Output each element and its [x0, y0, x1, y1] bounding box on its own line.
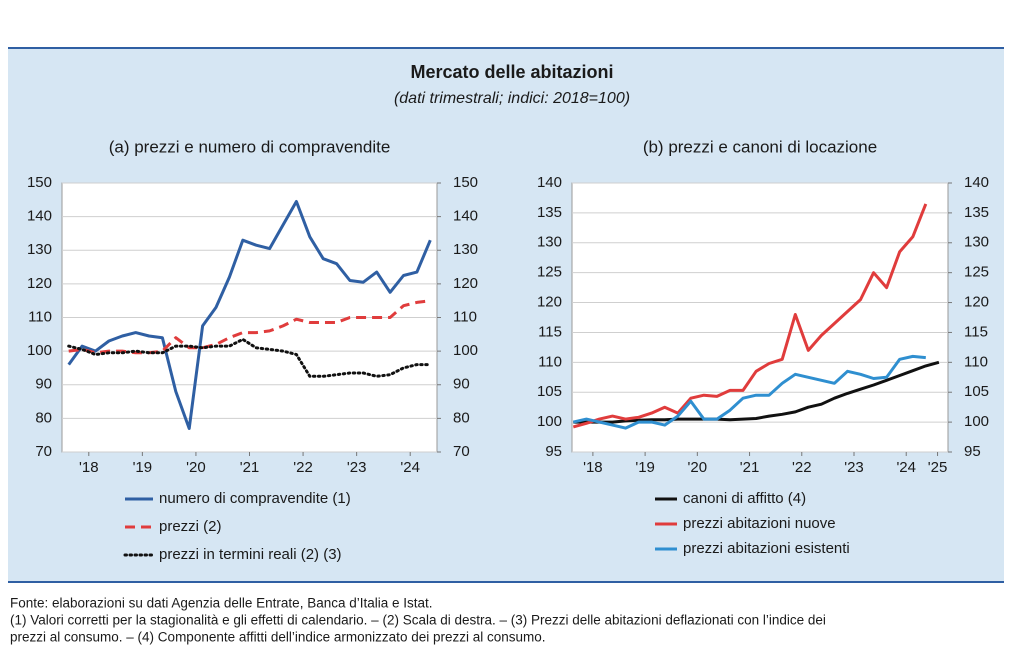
y2-tick-label: 80 [453, 409, 470, 426]
note: prezzi al consumo. – (4) Componente affi… [10, 630, 546, 645]
legend-label: prezzi in termini reali (2) (3) [159, 546, 342, 563]
series-line [67, 200, 432, 430]
y-tick-label: 120 [27, 275, 52, 292]
y-tick-label: 150 [27, 174, 52, 191]
y2-tick-label: 125 [964, 264, 989, 281]
y2-tick-label: 70 [453, 443, 470, 460]
plot-area [571, 182, 949, 453]
source: Fonte: elaborazioni su dati Agenzia dell… [10, 596, 433, 611]
series-line [573, 360, 940, 424]
x-tick-label: '24 [400, 459, 420, 476]
y-tick-label: 100 [27, 342, 52, 359]
legend-label: prezzi abitazioni nuove [683, 515, 836, 532]
legend-label: prezzi (2) [159, 518, 222, 535]
legend-label: prezzi abitazioni esistenti [683, 540, 850, 557]
x-tick-label: '21 [240, 459, 260, 476]
y-tick-label: 125 [537, 264, 562, 281]
y2-tick-label: 135 [964, 204, 989, 221]
y2-tick-label: 100 [453, 342, 478, 359]
x-tick-label: '24 [896, 459, 916, 476]
y2-tick-label: 100 [964, 413, 989, 430]
y-tick-label: 140 [27, 208, 52, 225]
y-tick-label: 120 [537, 294, 562, 311]
chart-title: (a) prezzi e numero di compravendite [109, 137, 391, 156]
y2-tick-label: 105 [964, 383, 989, 400]
legend-label: canoni di affitto (4) [683, 490, 806, 507]
y2-tick-label: 130 [964, 234, 989, 251]
y-tick-label: 100 [537, 413, 562, 430]
y-tick-label: 95 [545, 443, 562, 460]
x-tick-label: '23 [347, 459, 367, 476]
x-tick-label: '22 [792, 459, 812, 476]
figure-title: Mercato delle abitazioni [410, 62, 613, 82]
y2-tick-label: 150 [453, 174, 478, 191]
y-tick-label: 140 [537, 174, 562, 191]
x-tick-label: '18 [583, 459, 603, 476]
figure-subtitle: (dati trimestrali; indici: 2018=100) [394, 90, 630, 107]
x-tick-label: '21 [740, 459, 760, 476]
y-tick-label: 135 [537, 204, 562, 221]
y2-tick-label: 110 [453, 308, 477, 325]
series-line [68, 299, 431, 355]
x-tick-label: '23 [844, 459, 864, 476]
y-tick-label: 110 [28, 308, 52, 325]
y-tick-label: 90 [35, 376, 52, 393]
x-tick-label: '25 [928, 459, 948, 476]
y-tick-label: 70 [35, 443, 52, 460]
y2-tick-label: 140 [453, 208, 478, 225]
y2-tick-label: 120 [453, 275, 478, 292]
y2-tick-label: 115 [964, 323, 988, 340]
y2-tick-label: 90 [453, 376, 470, 393]
y-tick-label: 130 [27, 241, 52, 258]
note: (1) Valori corretti per la stagionalità … [10, 613, 826, 628]
x-tick-label: '20 [186, 459, 206, 476]
x-tick-label: '19 [635, 459, 655, 476]
y2-tick-label: 130 [453, 241, 478, 258]
y-tick-label: 110 [538, 353, 562, 370]
y-tick-label: 105 [537, 383, 562, 400]
chart-title: (b) prezzi e canoni di locazione [643, 137, 877, 156]
y-tick-label: 80 [35, 409, 52, 426]
y2-tick-label: 120 [964, 294, 989, 311]
y2-tick-label: 95 [964, 443, 981, 460]
series-line [67, 337, 432, 378]
x-tick-label: '19 [133, 459, 153, 476]
y-tick-label: 130 [537, 234, 562, 251]
x-tick-label: '22 [293, 459, 313, 476]
y2-tick-label: 110 [964, 353, 988, 370]
series-line [572, 354, 926, 430]
x-tick-label: '20 [688, 459, 708, 476]
x-tick-label: '18 [79, 459, 99, 476]
legend-label: numero di compravendite (1) [159, 490, 351, 507]
series-line [572, 203, 928, 429]
y2-tick-label: 140 [964, 174, 989, 191]
y-tick-label: 115 [538, 323, 562, 340]
